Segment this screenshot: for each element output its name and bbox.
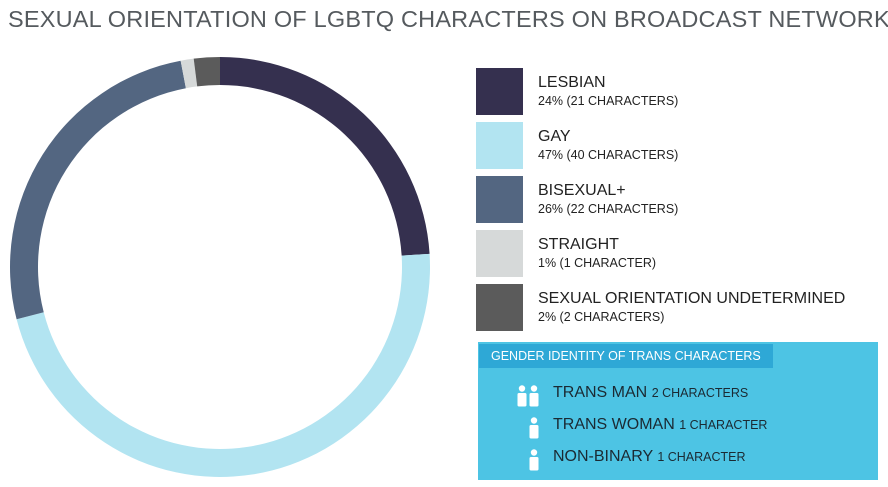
trans-woman-label: TRANS WOMAN	[553, 416, 675, 433]
donut-slice-undetermined	[193, 57, 220, 87]
donut-slice-bisexual	[9, 60, 186, 320]
donut-chart	[9, 57, 430, 477]
legend-detail-bisexual: 26% (22 CHARACTERS)	[538, 202, 679, 216]
donut-slice-lesbian	[220, 57, 430, 256]
donut-slice-straight	[180, 58, 198, 89]
legend-detail-lesbian: 24% (21 CHARACTERS)	[538, 94, 679, 108]
trans-man-count: 2 CHARACTERS	[651, 386, 749, 400]
legend-label-lesbian: LESBIAN	[538, 74, 606, 91]
trans-name-trans-man: TRANS MAN 2 CHARACTERS	[553, 384, 748, 402]
trans-identity-panel: GENDER IDENTITY OF TRANS CHARACTERS TRAN…	[478, 342, 878, 480]
legend-swatch-undetermined	[476, 284, 523, 331]
legend-swatch-bisexual	[476, 176, 523, 223]
legend-swatch-lesbian	[476, 68, 523, 115]
person-icon	[529, 449, 539, 471]
legend-label-bisexual: BISEXUAL+	[538, 182, 626, 199]
legend-label-undetermined: SEXUAL ORIENTATION UNDETERMINED	[538, 290, 846, 307]
legend-label-gay: GAY	[538, 128, 571, 145]
non-binary-label: NON-BINARY	[553, 448, 653, 465]
trans-panel-header: GENDER IDENTITY OF TRANS CHARACTERS	[479, 344, 773, 368]
trans-name-non-binary: NON-BINARY 1 CHARACTER	[553, 448, 746, 466]
trans-name-trans-woman: TRANS WOMAN 1 CHARACTER	[553, 416, 767, 434]
legend-detail-undetermined: 2% (2 CHARACTERS)	[538, 310, 665, 324]
trans-woman-count: 1 CHARACTER	[679, 418, 768, 432]
donut-slice-gay	[16, 253, 430, 477]
legend-detail-straight: 1% (1 CHARACTER)	[538, 256, 657, 270]
legend-detail-gay: 47% (40 CHARACTERS)	[538, 148, 679, 162]
person-icon	[529, 417, 539, 439]
legend-swatch-straight	[476, 230, 523, 277]
legend-label-straight: STRAIGHT	[538, 236, 619, 253]
trans-man-label: TRANS MAN	[553, 384, 648, 401]
non-binary-count: 1 CHARACTER	[657, 450, 746, 464]
legend-swatch-gay	[476, 122, 523, 169]
chart-title: SEXUAL ORIENTATION OF LGBTQ CHARACTERS O…	[8, 6, 888, 32]
two-person-icon	[517, 385, 539, 407]
